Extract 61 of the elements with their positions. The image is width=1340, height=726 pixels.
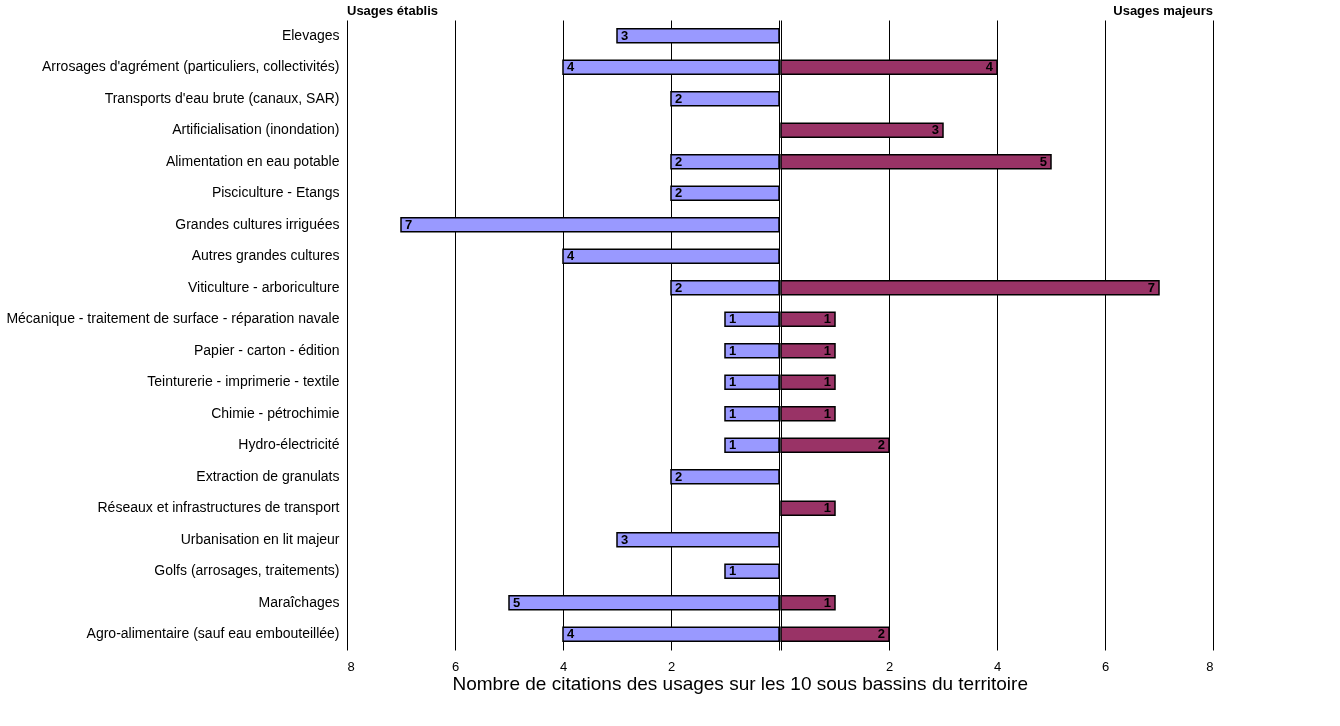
- y-tick-label: Autres grandes cultures: [191, 247, 340, 264]
- data-label: 2: [877, 626, 885, 642]
- data-label: 7: [1147, 279, 1155, 295]
- data-label: 4: [567, 59, 575, 75]
- y-tick-label: Arrosages d'agrément (particuliers, collectivités): [41, 58, 340, 75]
- y-tick-label: Transports d'eau brute (canaux, SAR): [104, 89, 340, 106]
- x-tick-label: 6: [1101, 658, 1110, 674]
- y-tick-label: Artificialisation (inondation): [172, 121, 340, 138]
- data-label: 2: [877, 437, 885, 453]
- chart-title: Usages majeurs: [1113, 3, 1213, 18]
- data-label: 1: [823, 374, 831, 390]
- data-label: 1: [823, 594, 831, 610]
- y-tick-label: Chimie - pétrochimie: [211, 404, 340, 421]
- x-tick-label: 4: [993, 658, 1002, 674]
- y-tick-label: Elevages: [281, 26, 340, 43]
- data-label: 3: [621, 531, 629, 547]
- data-label: 1: [729, 342, 737, 358]
- data-label: 1: [823, 311, 831, 327]
- y-tick-label: Extraction de granulats: [196, 467, 340, 484]
- data-label: 4: [567, 626, 575, 642]
- y-tick-label: Mécanique - traitement de surface - réparation navale: [6, 310, 340, 327]
- y-tick-label: Agro-alimentaire (sauf eau embouteillée): [86, 625, 340, 642]
- x-tick-label: 8: [1206, 658, 1214, 674]
- data-label: 4: [567, 248, 575, 264]
- x-tick-label: 6: [451, 658, 460, 674]
- data-label: 2: [675, 90, 683, 106]
- data-label: 1: [729, 563, 737, 579]
- y-tick-label: Urbanisation en lit majeur: [180, 530, 340, 547]
- data-label: 2: [675, 185, 683, 201]
- chart-title: Usages établis: [347, 3, 439, 18]
- x-tick-label: 4: [559, 658, 568, 674]
- data-label: 3: [621, 27, 629, 43]
- y-tick-label: Alimentation en eau potable: [165, 152, 340, 169]
- y-tick-label: Papier - carton - édition: [193, 341, 340, 358]
- x-tick-label: 2: [667, 658, 676, 674]
- data-label: 3: [931, 122, 939, 138]
- x-axis-title: Nombre de citations des usages sur les 10 sous bassins du territoire: [452, 673, 1028, 694]
- data-label: 1: [823, 342, 831, 358]
- y-tick-label: Réseaux et infrastructures de transport: [97, 499, 340, 516]
- data-label: 2: [675, 468, 683, 484]
- data-label: 1: [729, 374, 737, 390]
- y-tick-label: Grandes cultures irriguées: [175, 215, 340, 232]
- data-label: 1: [823, 405, 831, 421]
- data-label: 1: [729, 405, 737, 421]
- data-label: 5: [513, 594, 521, 610]
- y-tick-label: Maraîchages: [258, 593, 340, 610]
- y-tick-label: Viticulture - arboriculture: [188, 278, 340, 295]
- data-label: 7: [405, 216, 413, 232]
- data-label: 2: [675, 153, 683, 169]
- data-label: 1: [729, 311, 737, 327]
- y-tick-label: Golfs (arrosages, traitements): [154, 562, 340, 579]
- x-tick-label: 2: [885, 658, 894, 674]
- data-label: 4: [985, 59, 994, 75]
- y-tick-label: Pisciculture - Etangs: [211, 184, 340, 201]
- data-label: 5: [1039, 153, 1047, 169]
- y-tick-label: Teinturerie - imprimerie - textile: [147, 373, 340, 390]
- x-tick-label: 8: [347, 658, 355, 674]
- data-label: 1: [729, 437, 737, 453]
- data-label: 2: [675, 279, 683, 295]
- data-label: 1: [823, 500, 831, 516]
- y-tick-label: Hydro-électricité: [238, 436, 340, 453]
